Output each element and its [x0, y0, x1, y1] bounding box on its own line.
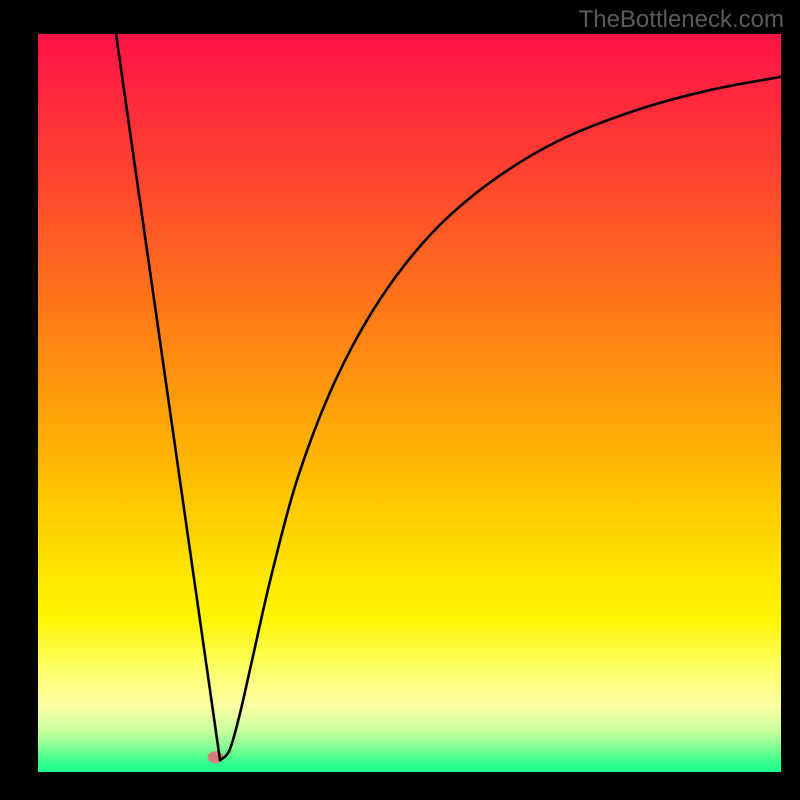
watermark-text: TheBottleneck.com	[579, 6, 784, 34]
chart-container: TheBottleneck.com	[0, 0, 800, 800]
minimum-marker	[208, 751, 224, 763]
bottleneck-chart	[0, 0, 800, 800]
plot-background	[38, 34, 781, 772]
